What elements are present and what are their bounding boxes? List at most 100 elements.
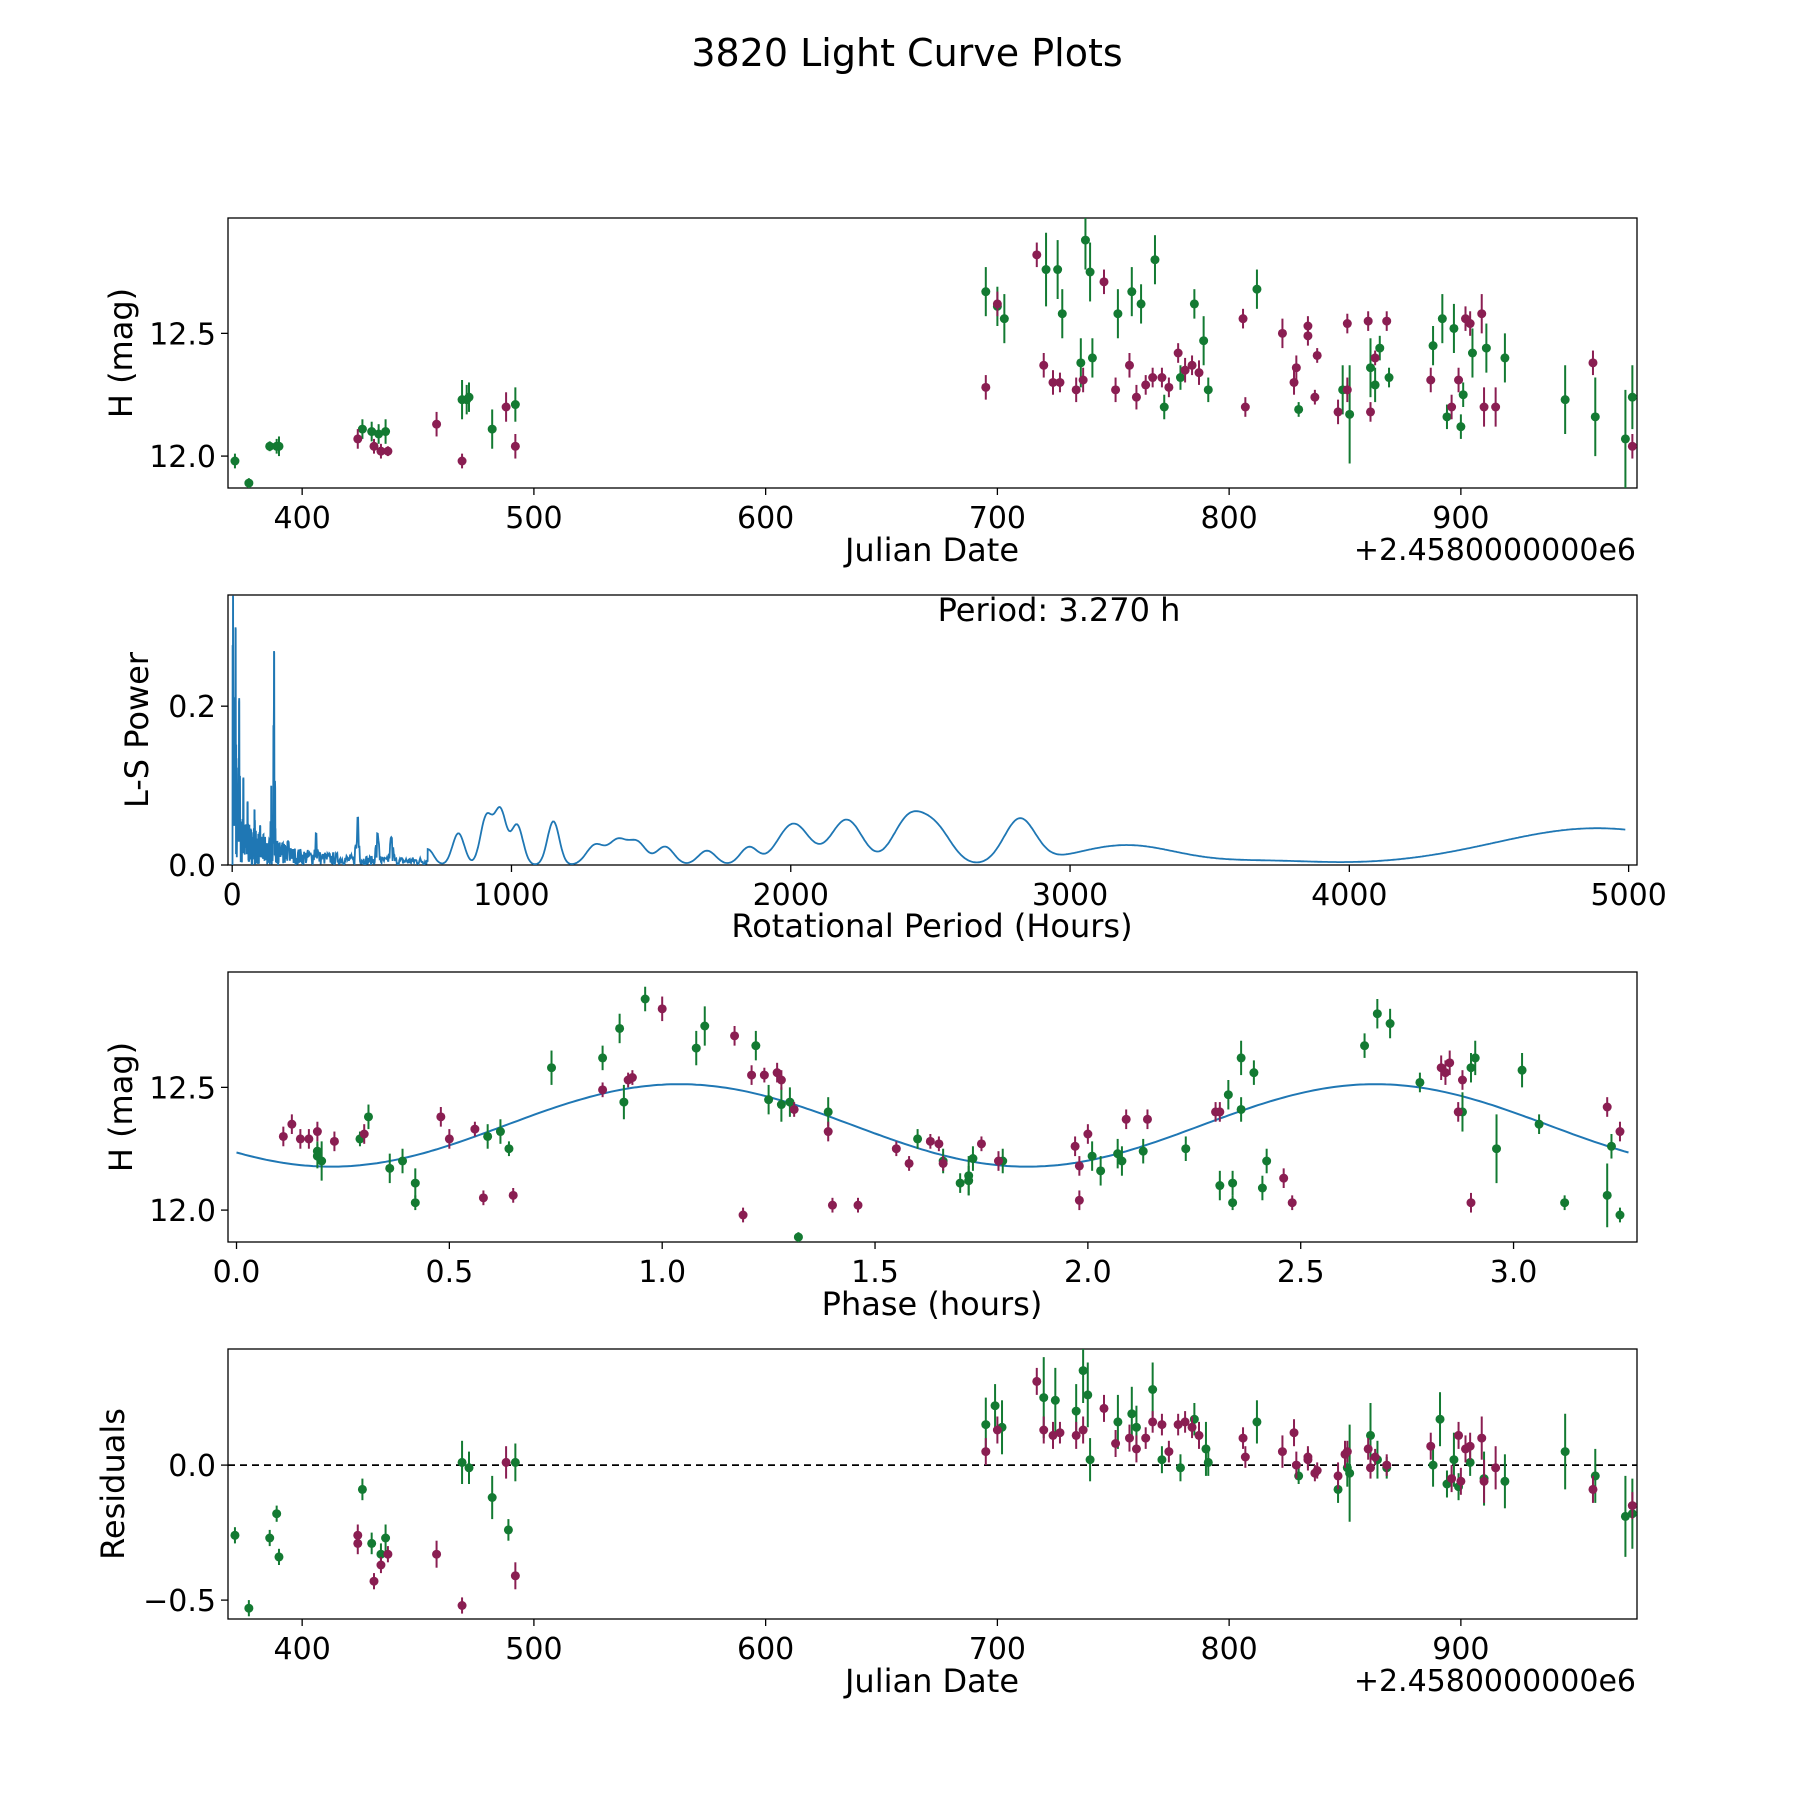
residuals-x-tick-label: 400 <box>274 1632 331 1667</box>
residuals-x-tick-label: 700 <box>969 1632 1026 1667</box>
lightcurve-point-green <box>1076 358 1086 368</box>
residuals-point-green <box>1083 1390 1093 1400</box>
phase-point-green <box>1560 1198 1570 1208</box>
phase-point-green <box>700 1021 710 1031</box>
fit-curve <box>236 1083 1629 1168</box>
residuals-point-purple <box>1164 1447 1174 1457</box>
lightcurve-point-purple <box>1363 316 1373 326</box>
residuals-point-purple <box>1173 1420 1183 1430</box>
residuals-point-purple <box>1187 1422 1197 1432</box>
phase-point-green <box>619 1097 629 1107</box>
phase-point-purple <box>934 1139 944 1149</box>
lightcurve-point-green <box>1620 434 1630 444</box>
residuals-point-green <box>1500 1476 1510 1486</box>
residuals-point-purple <box>1099 1403 1109 1413</box>
lightcurve-point-purple <box>1310 392 1320 402</box>
residuals-point-purple <box>1111 1439 1121 1448</box>
lightcurve-point-purple <box>1173 348 1183 358</box>
lightcurve-point-green <box>464 392 474 402</box>
phase-point-purple <box>312 1127 322 1137</box>
phase-point-purple <box>938 1158 948 1168</box>
residuals-x-tick-label: 500 <box>505 1632 562 1667</box>
lightcurve-point-purple <box>1454 375 1464 385</box>
phase-point-green <box>1228 1198 1238 1208</box>
lightcurve-point-green <box>1458 390 1468 400</box>
lightcurve-point-purple <box>981 382 991 392</box>
lightcurve-y-tick-label: 12.0 <box>149 440 216 475</box>
lightcurve-point-purple <box>1333 407 1343 417</box>
residuals-point-green <box>272 1509 282 1519</box>
phase-point-purple <box>478 1193 488 1203</box>
phase-point-green <box>1466 1063 1476 1073</box>
lightcurve-point-purple <box>1365 407 1375 417</box>
lightcurve-x-tick-label: 700 <box>969 501 1026 536</box>
lightcurve-point-green <box>274 441 284 451</box>
periodogram-x-label: Rotational Period (Hours) <box>731 907 1132 945</box>
phase-point-green <box>1096 1166 1106 1176</box>
lightcurve-point-green <box>1370 380 1380 390</box>
lightcurve-point-green <box>1294 404 1304 414</box>
phase-point-purple <box>1440 1068 1450 1078</box>
residuals-point-purple <box>1289 1428 1299 1438</box>
lightcurve-point-purple <box>1465 319 1475 329</box>
phase-point-purple <box>759 1070 769 1080</box>
lightcurve-point-purple <box>1627 441 1637 451</box>
phase-point-purple <box>772 1068 782 1078</box>
phase-point-green <box>793 1232 803 1242</box>
phase-point-green <box>691 1043 701 1053</box>
phase-point-green <box>363 1112 373 1122</box>
phase-point-green <box>1236 1104 1246 1114</box>
phase-point-purple <box>827 1200 837 1210</box>
residuals-point-purple <box>1148 1417 1158 1427</box>
periodogram-x-tick-label: 1000 <box>473 878 549 913</box>
phase-x-tick-label: 0.5 <box>425 1255 473 1290</box>
residuals-point-green <box>376 1549 386 1559</box>
residuals-y-tick-label: 0.0 <box>168 1449 216 1484</box>
phase-point-green <box>823 1107 833 1117</box>
phase-panel: 0.0 0.5 1.0 1.5 2.0 2.5 3.0 12.0 12.5 Phase (hou… <box>102 971 1638 1323</box>
lightcurve-point-green <box>1384 373 1394 383</box>
phase-point-green <box>1249 1068 1259 1078</box>
residuals-point-green <box>1560 1447 1570 1457</box>
lightcurve-y-label: H (mag) <box>102 288 140 418</box>
phase-point-purple <box>1453 1107 1463 1117</box>
periodogram-ticks: 0 1000 2000 3000 4000 5000 0.0 0.2 <box>168 690 1667 913</box>
residuals-point-purple <box>1124 1433 1134 1443</box>
phase-point-purple <box>359 1129 369 1139</box>
lightcurve-point-purple <box>432 419 442 429</box>
phase-point-green <box>1615 1210 1625 1220</box>
phase-point-green <box>1372 1009 1382 1019</box>
residuals-point-purple <box>1194 1430 1204 1440</box>
lightcurve-point-green <box>1175 373 1185 383</box>
phase-x-tick-label: 2.5 <box>1277 1255 1325 1290</box>
phase-point-purple <box>789 1104 799 1114</box>
lightcurve-point-purple <box>369 441 379 451</box>
lightcurve-point-green <box>230 456 240 466</box>
lightcurve-point-purple <box>1141 380 1151 390</box>
lightcurve-point-purple <box>1055 377 1065 387</box>
residuals-point-green <box>1157 1455 1167 1465</box>
residuals-x-tick-label: 800 <box>1200 1632 1257 1667</box>
lightcurve-axes-frame <box>227 217 1638 489</box>
periodogram-panel: 0 1000 2000 3000 4000 5000 0.0 0.2 Period: 3.27… <box>118 591 1667 945</box>
lightcurve-point-green <box>244 478 254 488</box>
residuals-point-green <box>367 1538 377 1548</box>
lightcurve-point-purple <box>1194 368 1204 378</box>
residuals-point-green <box>1148 1385 1158 1394</box>
phase-point-purple <box>436 1112 446 1122</box>
lightcurve-point-purple <box>1078 375 1088 385</box>
figure-title: 3820 Light Curve Plots <box>691 31 1122 75</box>
lightcurve-x-tick-label: 600 <box>737 501 794 536</box>
phase-point-green <box>1223 1090 1233 1100</box>
lightcurve-point-green <box>1189 299 1199 309</box>
lightcurve-point-green <box>1449 323 1459 333</box>
periodogram-x-tick-label: 4000 <box>1311 878 1387 913</box>
residuals-point-green <box>1113 1417 1123 1427</box>
phase-point-purple <box>1602 1102 1612 1112</box>
phase-point-green <box>1236 1053 1246 1063</box>
lightcurve-y-tick-label: 12.5 <box>149 317 216 352</box>
lightcurve-point-green <box>1053 265 1063 275</box>
phase-point-green <box>504 1144 514 1154</box>
lightcurve-point-purple <box>1426 375 1436 385</box>
